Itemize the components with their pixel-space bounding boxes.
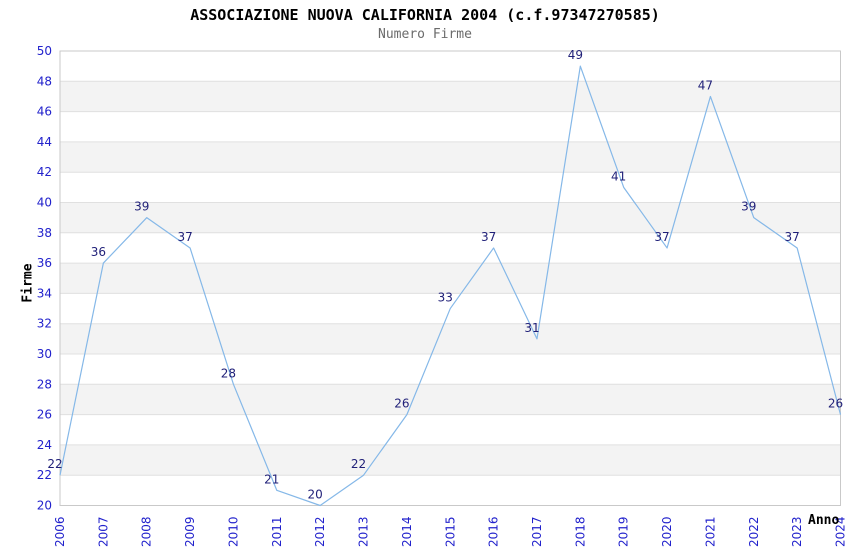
point-label: 26 (828, 397, 843, 411)
x-tick-label: 2008 (140, 516, 154, 547)
point-label: 33 (438, 291, 453, 305)
y-tick-label: 44 (37, 135, 52, 149)
x-tick-label: 2013 (357, 516, 371, 547)
point-label: 31 (524, 321, 539, 335)
y-tick-label: 28 (37, 377, 52, 391)
point-label: 37 (481, 230, 496, 244)
chart-subtitle: Numero Firme (378, 27, 472, 42)
point-label: 39 (741, 200, 756, 214)
y-tick-label: 50 (37, 44, 52, 58)
x-tick-label: 2021 (703, 516, 717, 547)
plot-border (59, 50, 841, 506)
y-tick-label: 32 (37, 317, 52, 331)
point-label: 39 (134, 200, 149, 214)
x-tick-label: 2016 (487, 516, 501, 547)
point-label: 21 (264, 472, 279, 486)
x-tick-label: 2009 (183, 516, 197, 547)
x-tick-label: 2015 (443, 516, 457, 547)
x-tick-label: 2010 (226, 516, 240, 547)
point-label: 22 (47, 457, 62, 471)
point-label: 37 (784, 230, 799, 244)
plot-band (60, 323, 841, 354)
y-tick-label: 38 (37, 226, 52, 240)
x-tick-label: 2024 (834, 516, 848, 547)
x-tick-label: 2014 (400, 516, 414, 547)
plot-band (60, 444, 841, 476)
point-label: 26 (394, 397, 409, 411)
x-tick-label: 2023 (790, 516, 804, 547)
x-tick-label: 2006 (53, 516, 67, 547)
y-tick-label: 40 (37, 196, 52, 210)
x-tick-label: 2022 (747, 516, 761, 547)
x-tick-label: 2019 (617, 516, 631, 547)
x-tick-label: 2011 (270, 516, 284, 547)
y-tick-label: 22 (37, 468, 52, 482)
y-tick-label: 26 (37, 408, 52, 422)
point-label: 20 (308, 488, 323, 502)
y-tick-label: 30 (37, 347, 52, 361)
y-tick-label: 20 (37, 499, 52, 513)
series-line (59, 65, 842, 507)
point-label: 37 (654, 230, 669, 244)
x-tick-label: 2007 (96, 516, 110, 547)
y-tick-label: 24 (37, 438, 52, 452)
plot-band (60, 81, 841, 112)
x-axis-title: Anno (808, 513, 840, 528)
y-tick-label: 42 (37, 165, 52, 179)
y-tick-label: 34 (37, 286, 52, 300)
x-tick-label: 2020 (660, 516, 674, 547)
plot-band (60, 384, 841, 415)
point-label: 22 (351, 457, 366, 471)
chart-title: ASSOCIAZIONE NUOVA CALIFORNIA 2004 (c.f.… (190, 6, 660, 24)
point-label: 37 (177, 230, 192, 244)
point-label: 28 (221, 366, 236, 380)
x-tick-label: 2012 (313, 516, 327, 547)
point-label: 49 (568, 48, 583, 62)
y-tick-label: 48 (37, 74, 52, 88)
point-label: 47 (698, 78, 713, 92)
point-label: 41 (611, 169, 626, 183)
plot-band (60, 263, 841, 294)
point-label: 36 (91, 245, 106, 259)
y-tick-label: 36 (37, 256, 52, 270)
plot-band (60, 141, 841, 173)
y-tick-label: 46 (37, 105, 52, 119)
plot-band (60, 202, 841, 233)
x-tick-label: 2018 (573, 516, 587, 547)
x-tick-label: 2017 (530, 516, 544, 547)
